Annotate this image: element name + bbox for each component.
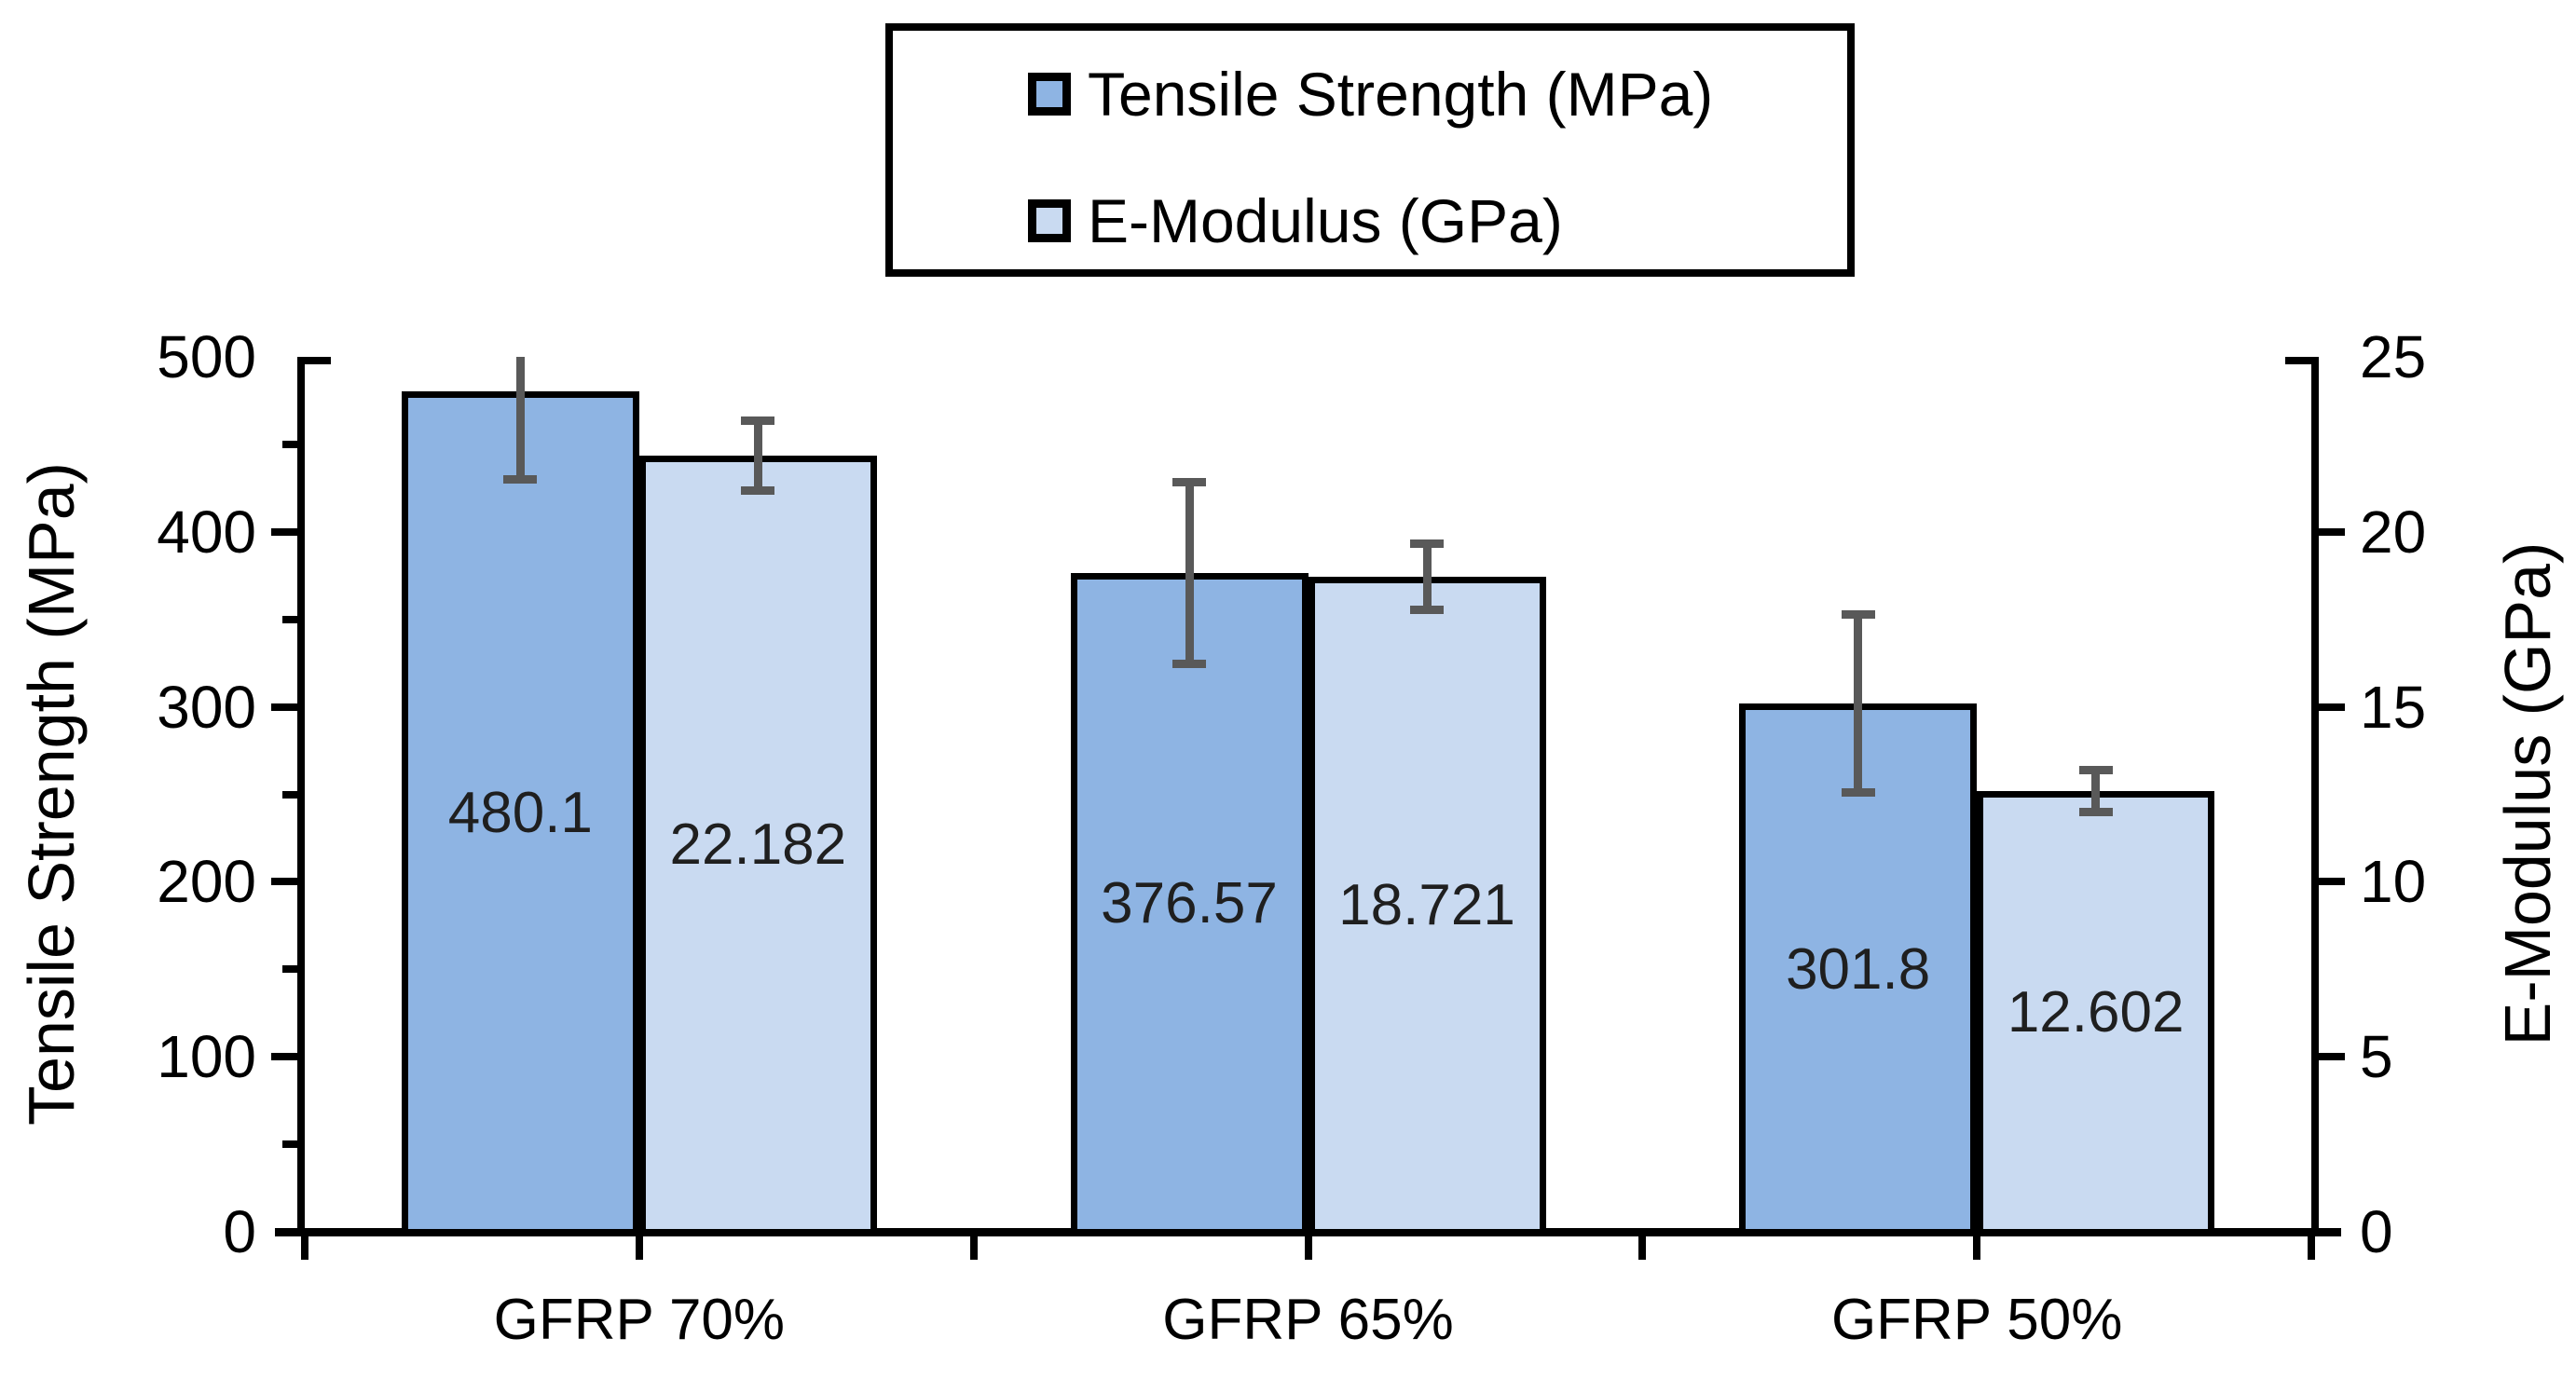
left-axis-minor-tick	[282, 965, 297, 974]
data-label: 12.602	[2007, 980, 2185, 1045]
legend-item-tensile-strength: Tensile Strength (MPa)	[1028, 57, 1713, 131]
error-bar-bottom-cap	[741, 485, 775, 495]
left-axis-tick-label: 400	[157, 498, 256, 566]
error-bar-line	[515, 357, 525, 480]
bar-e-modulus-gpa-: 12.602	[1977, 790, 2215, 1236]
right-axis-major-tick	[2319, 1053, 2345, 1061]
right-axis-major-tick	[2319, 703, 2345, 711]
data-label: 480.1	[447, 781, 593, 846]
tensile-strength-swatch-icon	[1028, 73, 1071, 116]
error-bar-line	[1185, 482, 1194, 664]
left-axis-title: Tensile Strength (MPa)	[15, 462, 88, 1126]
left-axis-tick-label: 0	[223, 1198, 256, 1265]
x-axis-tick	[635, 1232, 643, 1260]
error-bar-top-cap	[2078, 765, 2113, 774]
left-axis-line	[297, 357, 305, 1236]
left-axis-tick-label: 500	[157, 323, 256, 390]
category-label: GFRP 65%	[1162, 1288, 1454, 1352]
legend-item-e-modulus: E-Modulus (GPa)	[1028, 184, 1563, 258]
error-bar-bottom-cap	[1172, 659, 1206, 668]
error-bar-bottom-cap	[1410, 606, 1444, 615]
legend-label-e-modulus: E-Modulus (GPa)	[1088, 186, 1563, 255]
legend: Tensile Strength (MPa) E-Modulus (GPa)	[885, 23, 1855, 277]
x-axis-tick	[969, 1232, 978, 1260]
right-axis-title: E-Modulus (GPa)	[2491, 541, 2564, 1046]
error-bar-top-cap	[1410, 539, 1444, 548]
right-axis-tick-label: 20	[2360, 498, 2427, 566]
x-axis-tick	[2308, 1232, 2315, 1260]
data-label: 301.8	[1786, 936, 1931, 1002]
left-axis-major-tick	[271, 527, 297, 536]
left-axis-minor-tick	[282, 440, 297, 448]
category-label: GFRP 50%	[1830, 1288, 2123, 1352]
left-axis-major-tick	[271, 878, 297, 886]
x-axis-tick	[301, 1232, 308, 1260]
error-bar-bottom-cap	[503, 474, 538, 484]
x-axis-tick	[1638, 1232, 1647, 1260]
error-bars-layer	[305, 357, 2311, 1236]
right-axis-tick-label: 5	[2360, 1023, 2393, 1091]
error-bar-top-cap	[1841, 609, 1875, 619]
left-axis-tick-label: 200	[157, 848, 256, 916]
error-bar-line	[753, 420, 762, 491]
error-bar-bottom-cap	[1841, 788, 1875, 798]
right-axis-line	[2311, 357, 2319, 1236]
left-axis-minor-tick	[282, 1140, 297, 1149]
right-axis-tick-label: 15	[2360, 673, 2427, 741]
category-label: GFRP 70%	[493, 1288, 786, 1352]
right-axis-tick-label: 25	[2360, 323, 2427, 390]
error-bar-top-cap	[1172, 477, 1206, 486]
e-modulus-swatch-icon	[1028, 199, 1071, 242]
left-axis-major-tick	[271, 1053, 297, 1061]
left-axis-top-tick	[305, 357, 331, 364]
legend-label-tensile-strength: Tensile Strength (MPa)	[1088, 60, 1714, 129]
x-axis-tick	[1973, 1232, 1981, 1260]
data-label: 22.182	[669, 812, 847, 878]
right-axis-top-tick	[2285, 357, 2311, 364]
right-axis-tick-label: 10	[2360, 848, 2427, 916]
data-label: 18.721	[1338, 873, 1515, 938]
bar-tensile-strength-mpa-: 480.1	[401, 391, 639, 1236]
left-axis-minor-tick	[282, 615, 297, 623]
left-axis-major-tick	[271, 703, 297, 711]
error-bar-line	[1854, 614, 1863, 793]
right-axis-major-tick	[2319, 527, 2345, 536]
error-bar-line	[2091, 770, 2101, 812]
error-bar-bottom-cap	[2078, 807, 2113, 816]
bar-tensile-strength-mpa-: 376.57	[1070, 572, 1309, 1236]
left-axis-tick-label: 100	[157, 1023, 256, 1091]
error-bar-line	[1422, 543, 1432, 610]
right-axis-major-tick	[2319, 878, 2345, 886]
left-axis-tick-label: 300	[157, 673, 256, 741]
x-axis-tick	[1304, 1232, 1312, 1260]
right-axis-tick-label: 0	[2360, 1198, 2393, 1265]
data-label: 376.57	[1101, 871, 1278, 936]
left-axis-minor-tick	[282, 790, 297, 799]
error-bar-top-cap	[741, 416, 775, 425]
